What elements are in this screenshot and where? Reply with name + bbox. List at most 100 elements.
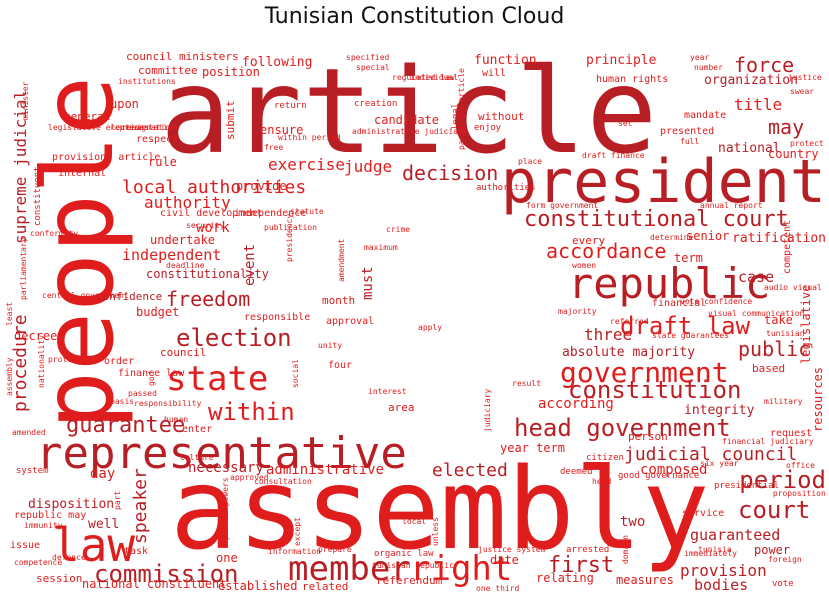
word-free: free: [264, 143, 283, 152]
word-right: right: [410, 549, 512, 589]
word-commission: commission: [94, 560, 239, 588]
word-term: term: [674, 251, 703, 265]
word-protection: protection: [48, 355, 96, 364]
word-return: return: [274, 101, 307, 111]
word-exercise: exercise: [268, 155, 345, 174]
word-draft-law: draft law: [620, 312, 751, 340]
word-composed: composed: [640, 462, 707, 478]
word-assembly: assembly: [170, 445, 709, 575]
word-session: session: [36, 572, 82, 585]
word-work: work: [196, 220, 230, 236]
word-task: task: [124, 546, 148, 557]
word-statute: statute: [290, 207, 324, 216]
word-election: election: [176, 324, 292, 352]
word-responsible: responsible: [244, 312, 310, 323]
word-candidate: candidate: [374, 113, 439, 127]
word-without: without: [478, 110, 524, 123]
word-deadline: deadline: [166, 261, 205, 270]
word-set: set: [618, 119, 633, 128]
word-state-guarantees: state guarantees: [652, 331, 729, 340]
word-basis: basis: [110, 397, 134, 406]
word-ratification: ratification: [732, 231, 826, 246]
word-part: part: [113, 491, 122, 510]
word-presidency: presidency: [285, 214, 294, 262]
word-women: women: [572, 261, 596, 270]
word-people: people: [22, 76, 136, 430]
word-apply: apply: [418, 323, 442, 332]
word-constitutionality: constitutionality: [146, 267, 269, 281]
word-legislative-elections: legislative elections: [48, 123, 149, 132]
word-according: according: [538, 396, 614, 412]
word-organic-law: organic law: [374, 549, 434, 559]
word-every: every: [572, 234, 605, 247]
word-financial-judiciary: financial judiciary: [722, 437, 814, 446]
word-office: office: [786, 461, 815, 470]
word-creation: creation: [354, 99, 397, 109]
word-committee: committee: [138, 64, 198, 77]
word-financial: financial: [652, 298, 706, 309]
word-provide: provide: [236, 179, 287, 193]
word-respect: respect: [136, 134, 178, 145]
word-authority: authority: [144, 193, 231, 212]
word-accordance: accordance: [546, 239, 666, 263]
word-must: must: [360, 266, 376, 300]
word-date: date: [490, 553, 519, 567]
word-referendum: referendum: [376, 574, 443, 587]
word-approved: approved: [230, 473, 269, 482]
word-mandate: mandate: [684, 110, 726, 121]
word-council: council: [160, 346, 206, 359]
word-immunity: immunity: [24, 521, 63, 530]
word-position: position: [202, 65, 260, 79]
word-well: well: [88, 517, 119, 532]
word-god: god: [147, 371, 156, 386]
word-human-rights: human rights: [596, 74, 668, 85]
word-form-government: form government: [526, 201, 598, 210]
word-institutions: institutions: [118, 77, 176, 86]
word-enjoy: enjoy: [474, 123, 502, 133]
word-rule: rule: [148, 155, 177, 169]
word-system: system: [16, 466, 49, 476]
word-within: within: [208, 398, 295, 426]
word-first: first: [548, 553, 614, 578]
word-established: established: [218, 579, 297, 593]
word-judge: judge: [344, 157, 392, 176]
word-general: general: [64, 110, 110, 123]
word-based: based: [752, 362, 785, 375]
page-title: Tunisian Constitution Cloud: [264, 4, 565, 29]
word-consultation: consultation: [254, 477, 312, 486]
word-month: month: [322, 294, 355, 307]
word-undertake: undertake: [150, 233, 215, 247]
word-provision: provision: [680, 561, 767, 580]
word-arrested: arrested: [566, 545, 609, 555]
word-ensure: ensure: [260, 123, 303, 137]
word-council-ministers: council ministers: [126, 50, 239, 63]
word-regulated-law: regulated law: [392, 73, 455, 82]
word-head: head: [592, 477, 611, 486]
word-approval: approval: [326, 316, 374, 327]
word-article: article: [160, 42, 657, 180]
word-competence: competence: [14, 558, 62, 567]
word-competent: competent: [782, 220, 793, 274]
word-immediately: immediately: [684, 549, 737, 558]
word-swear: swear: [790, 87, 814, 96]
word-person: person: [628, 430, 668, 443]
word-visual-communication: visual communication: [708, 309, 805, 318]
word-freedom: freedom: [166, 287, 250, 311]
word-country: country: [768, 147, 819, 161]
word-court: court: [738, 496, 810, 524]
word-disposition: disposition: [28, 497, 114, 512]
word-day: day: [90, 466, 115, 482]
word-may: may: [768, 115, 804, 139]
word-protect: protect: [790, 139, 824, 148]
word-except: except: [293, 517, 302, 546]
word-take: take: [764, 313, 793, 327]
word-republic-may: republic may: [14, 510, 86, 521]
word-tunisian: tunisian: [766, 329, 805, 338]
word-conformity: conformity: [30, 229, 78, 238]
word-finance-law: finance law: [118, 368, 185, 379]
word-result: result: [512, 379, 541, 388]
word-representation: representation: [110, 123, 178, 132]
word-central-government: central government: [42, 291, 129, 300]
word-administrative: administrative: [266, 462, 384, 478]
word-supreme-judicial: supreme judicial: [11, 90, 30, 244]
